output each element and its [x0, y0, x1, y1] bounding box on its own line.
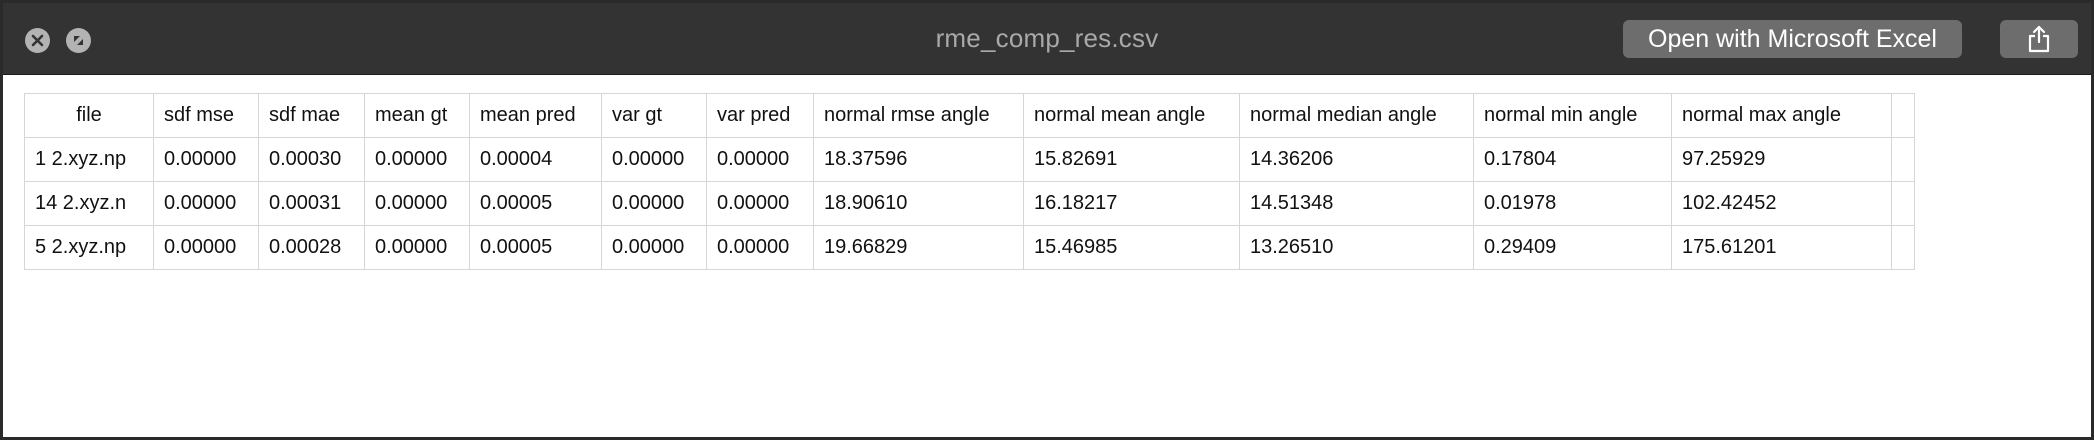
table-cell: 18.37596	[813, 137, 1024, 182]
header-row: file sdf mse sdf mae mean gt mean pred v…	[24, 93, 1915, 138]
fullscreen-button[interactable]	[66, 28, 91, 53]
table-row: 1 2.xyz.np 0.00000 0.00030 0.00000 0.000…	[24, 137, 1915, 182]
table-cell: 14 2.xyz.n	[24, 181, 154, 226]
table-cell: 0.00000	[364, 137, 470, 182]
table-cell: 0.00000	[706, 181, 814, 226]
table-cell: 0.00000	[153, 181, 259, 226]
csv-table: file sdf mse sdf mae mean gt mean pred v…	[24, 93, 1915, 270]
table-cell: 16.18217	[1023, 181, 1240, 226]
table-cell: 0.00031	[258, 181, 365, 226]
table-cell: 18.90610	[813, 181, 1024, 226]
column-header: normal max angle	[1671, 93, 1892, 138]
column-header	[1891, 93, 1915, 138]
table-cell: 0.00000	[153, 137, 259, 182]
table-cell: 0.00000	[364, 225, 470, 270]
table-cell: 0.00028	[258, 225, 365, 270]
table-cell: 15.46985	[1023, 225, 1240, 270]
close-button[interactable]	[25, 28, 50, 53]
table-cell: 0.29409	[1473, 225, 1672, 270]
table-cell: 14.36206	[1239, 137, 1474, 182]
table-cell: 0.00000	[601, 181, 707, 226]
column-header: mean pred	[469, 93, 602, 138]
csv-preview: file sdf mse sdf mae mean gt mean pred v…	[3, 75, 2091, 437]
window-title: rme_comp_res.csv	[935, 23, 1159, 53]
table-cell: 0.00030	[258, 137, 365, 182]
table-cell: 102.42452	[1671, 181, 1892, 226]
table-cell: 0.00000	[364, 181, 470, 226]
table-cell: 97.25929	[1671, 137, 1892, 182]
share-icon	[2028, 25, 2050, 53]
table-cell: 0.00000	[706, 137, 814, 182]
close-icon	[31, 34, 44, 47]
table-row: 5 2.xyz.np 0.00000 0.00028 0.00000 0.000…	[24, 225, 1915, 270]
table-cell: 0.00004	[469, 137, 602, 182]
table-cell: 15.82691	[1023, 137, 1240, 182]
column-header: sdf mae	[258, 93, 365, 138]
table-cell	[1891, 137, 1915, 182]
share-button[interactable]	[2000, 20, 2078, 58]
table-cell: 0.00005	[469, 225, 602, 270]
table-cell: 14.51348	[1239, 181, 1474, 226]
table-cell	[1891, 225, 1915, 270]
table-row: 14 2.xyz.n 0.00000 0.00031 0.00000 0.000…	[24, 181, 1915, 226]
minimize-icon	[74, 36, 83, 45]
table-cell: 175.61201	[1671, 225, 1892, 270]
table-cell: 19.66829	[813, 225, 1024, 270]
title-bar: rme_comp_res.csv Open with Microsoft Exc…	[3, 3, 2091, 75]
table-cell: 1 2.xyz.np	[24, 137, 154, 182]
column-header: normal mean angle	[1023, 93, 1240, 138]
table-cell: 0.00000	[601, 137, 707, 182]
table-cell: 0.00000	[601, 225, 707, 270]
table-cell: 0.17804	[1473, 137, 1672, 182]
column-header: normal rmse angle	[813, 93, 1024, 138]
column-header: sdf mse	[153, 93, 259, 138]
column-header: normal median angle	[1239, 93, 1474, 138]
column-header: mean gt	[364, 93, 470, 138]
column-header: normal min angle	[1473, 93, 1672, 138]
open-with-excel-button[interactable]: Open with Microsoft Excel	[1623, 20, 1962, 58]
table-cell: 0.00000	[153, 225, 259, 270]
table-cell: 13.26510	[1239, 225, 1474, 270]
column-header: file	[24, 93, 154, 138]
column-header: var pred	[706, 93, 814, 138]
table-cell	[1891, 181, 1915, 226]
table-cell: 0.00000	[706, 225, 814, 270]
column-header: var gt	[601, 93, 707, 138]
table-cell: 0.00005	[469, 181, 602, 226]
table-cell: 0.01978	[1473, 181, 1672, 226]
table-cell: 5 2.xyz.np	[24, 225, 154, 270]
